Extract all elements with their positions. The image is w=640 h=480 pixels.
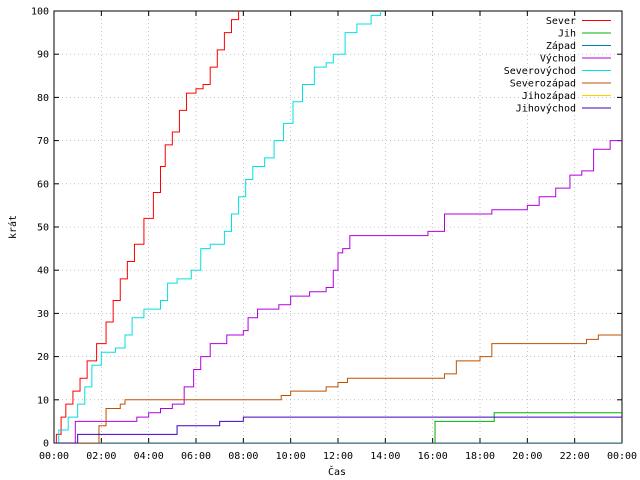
axes: 00:00 02:00 04:00 06:00 08:00 10:00 12:00 14:00… <box>31 7 637 463</box>
y-tick-label: 90 <box>37 50 49 61</box>
series-line-1 <box>54 11 240 443</box>
legend-label: Jihovýchod <box>516 103 576 115</box>
y-tick-label: 50 <box>37 223 49 234</box>
y-tick-label: 30 <box>37 309 49 320</box>
x-tick-label: 18:00 <box>465 451 495 462</box>
x-tick-label: 00:00 <box>607 451 637 462</box>
y-tick-label: 70 <box>37 136 49 147</box>
legend-label: Severozápad <box>510 78 576 90</box>
series-group <box>54 11 622 443</box>
x-tick-label: 04:00 <box>134 451 164 462</box>
y-tick-label: 20 <box>37 352 49 363</box>
x-tick-label: 00:00 <box>39 451 69 462</box>
y-tick-label: 10 <box>37 395 49 406</box>
y-tick-label: 60 <box>37 179 49 190</box>
series-line-4 <box>54 140 622 443</box>
series-line-8 <box>54 416 622 443</box>
legend-label: Severovýchod <box>504 65 576 77</box>
y-tick-label: 40 <box>37 266 49 277</box>
legend-label: Západ <box>546 40 576 52</box>
x-tick-label: 20:00 <box>512 451 542 462</box>
y-tick-label: 80 <box>37 93 49 104</box>
x-tick-label: 10:00 <box>276 451 306 462</box>
x-tick-label: 02:00 <box>86 451 116 462</box>
x-axis-label: Čas <box>328 465 346 478</box>
series-line-2 <box>432 412 622 443</box>
x-tick-label: 16:00 <box>418 451 448 462</box>
legend-label: Východ <box>540 53 576 65</box>
x-tick-label: 06:00 <box>181 451 211 462</box>
series-line-5 <box>54 11 382 443</box>
legend-label: Jih <box>558 29 576 40</box>
x-tick-label: 22:00 <box>560 451 590 462</box>
legend-label: Sever <box>546 16 576 27</box>
y-axis-label: krát <box>7 215 19 239</box>
y-tick-label: 0 <box>43 439 49 450</box>
legend-label: Jihozápad <box>522 90 576 102</box>
x-tick-label: 08:00 <box>228 451 258 462</box>
x-tick-label: 14:00 <box>370 451 400 462</box>
series-line-6 <box>54 334 622 443</box>
x-tick-label: 12:00 <box>323 451 353 462</box>
y-tick-label: 100 <box>31 7 49 18</box>
legend: Sever JihZápadVýchodSeverovýchodSeverozáp… <box>504 16 611 115</box>
